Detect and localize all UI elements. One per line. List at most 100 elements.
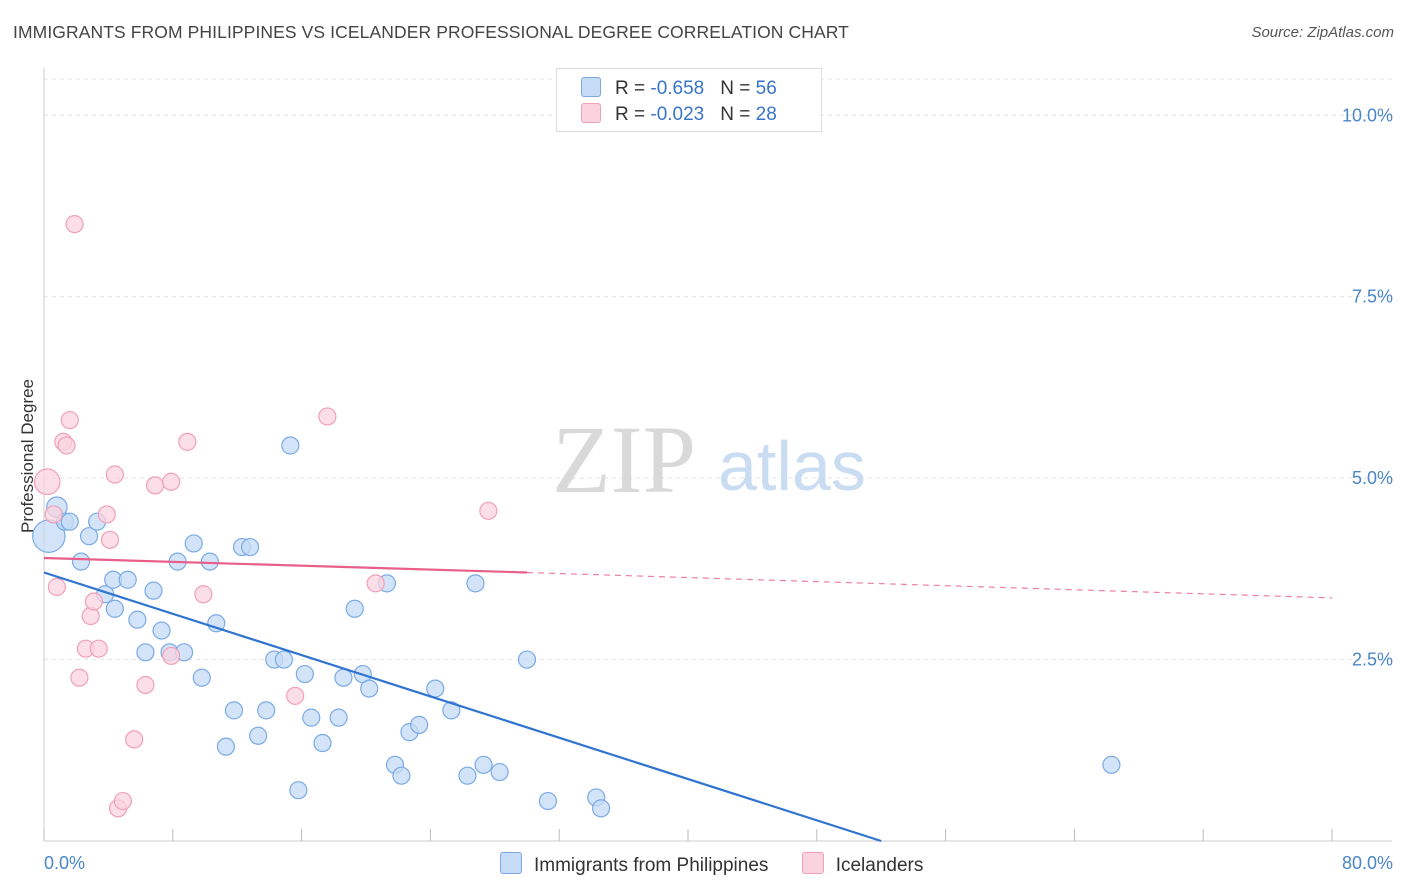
data-point <box>128 610 147 629</box>
data-point <box>240 537 260 557</box>
axes <box>43 68 1392 842</box>
legend-swatch-icelanders <box>801 852 824 874</box>
data-points <box>32 215 1121 818</box>
n-label: N = <box>720 78 756 99</box>
r-label: R = <box>615 78 651 99</box>
legend-item-philippines[interactable]: Immigrants from Philippines <box>500 852 768 877</box>
data-point <box>1102 755 1121 774</box>
data-point <box>71 552 91 571</box>
data-point <box>466 574 485 593</box>
legend-label-philippines: Immigrants from Philippines <box>534 855 769 876</box>
data-point <box>65 215 84 234</box>
data-point <box>281 436 300 455</box>
data-point <box>366 574 385 593</box>
data-point <box>113 791 132 811</box>
data-point <box>60 410 79 430</box>
x-tick-label: 0.0% <box>44 853 85 873</box>
data-point <box>184 534 203 553</box>
grid-lines <box>44 78 1392 661</box>
data-point <box>136 643 155 662</box>
r-value-icelanders: -0.023 <box>650 104 705 125</box>
data-point <box>458 766 477 785</box>
y-tick-label: 2.5% <box>1352 650 1393 670</box>
r-label: R = <box>615 104 651 125</box>
data-point <box>216 737 236 756</box>
data-point <box>192 668 211 687</box>
data-point <box>162 646 181 666</box>
stats-legend-row-icelanders: R = -0.023 N = 28 <box>581 103 777 129</box>
data-point <box>136 675 155 695</box>
data-point <box>538 791 558 811</box>
data-point <box>318 407 337 426</box>
data-point <box>286 686 305 705</box>
data-point <box>118 570 137 589</box>
source-label: Source: ZipAtlas.com <box>1251 24 1394 41</box>
data-point <box>313 733 332 753</box>
data-point <box>302 708 321 727</box>
philippines-swatch <box>581 77 601 97</box>
data-point <box>517 650 537 669</box>
data-point <box>392 766 411 785</box>
data-point <box>79 527 99 546</box>
data-point <box>207 614 226 633</box>
data-point <box>289 781 308 800</box>
data-point <box>47 577 66 597</box>
legend-label-icelanders: Icelanders <box>835 855 924 876</box>
data-point <box>145 476 165 495</box>
data-point <box>60 512 79 531</box>
data-point <box>329 708 348 727</box>
data-point <box>479 501 498 520</box>
series-0-points <box>32 436 1121 818</box>
chart-title: IMMIGRANTS FROM PHILIPPINES VS ICELANDER… <box>13 22 849 42</box>
trend-line-1 <box>43 556 528 574</box>
series-legend: Immigrants from Philippines Icelanders <box>500 852 951 877</box>
trend-line-0 <box>43 571 882 843</box>
data-point <box>125 730 144 749</box>
data-point <box>89 639 108 658</box>
r-value-philippines: -0.658 <box>650 78 705 99</box>
icelanders-swatch <box>581 103 601 123</box>
data-point <box>249 726 268 745</box>
data-point <box>360 679 379 698</box>
n-value-icelanders: 28 <box>755 104 777 125</box>
data-point <box>224 701 244 720</box>
data-point <box>152 621 171 640</box>
data-point <box>84 592 104 611</box>
data-point <box>426 679 445 698</box>
y-tick-label: 7.5% <box>1352 287 1393 307</box>
data-point <box>97 505 116 524</box>
trend-lines <box>43 556 1333 843</box>
watermark-atlas: atlas <box>718 427 866 505</box>
data-point <box>257 701 276 720</box>
data-point <box>70 668 89 687</box>
trend-line-extension-1 <box>526 571 1333 599</box>
data-point <box>57 436 76 455</box>
data-point <box>474 755 493 774</box>
data-point <box>490 762 509 782</box>
data-point <box>144 581 163 600</box>
stats-legend-row-philippines: R = -0.658 N = 56 <box>581 77 777 103</box>
data-point <box>410 715 429 734</box>
data-point <box>105 599 124 618</box>
x-tick-label: 80.0% <box>1342 853 1393 873</box>
series-1-points <box>33 215 498 818</box>
legend-swatch-philippines <box>500 852 522 874</box>
data-point <box>442 701 461 720</box>
stats-legend: R = -0.658 N = 56 R = -0.023 N = 28 <box>556 68 822 132</box>
n-label: N = <box>720 104 756 125</box>
data-point <box>44 505 63 524</box>
data-point <box>591 799 611 818</box>
n-value-philippines: 56 <box>755 78 777 99</box>
data-point <box>274 650 293 669</box>
data-point <box>178 432 197 451</box>
watermark-zip: ZIP <box>552 406 696 513</box>
y-tick-label: 5.0% <box>1352 468 1393 488</box>
data-point <box>334 668 353 687</box>
tick-labels: 2.5% 5.0% 7.5% 10.0% 0.0% 80.0% <box>44 105 1393 873</box>
watermark: ZIP atlas <box>552 406 866 513</box>
data-point <box>194 585 213 604</box>
legend-item-icelanders[interactable]: Icelanders <box>801 852 924 877</box>
data-point <box>295 664 314 684</box>
data-point <box>162 472 181 491</box>
